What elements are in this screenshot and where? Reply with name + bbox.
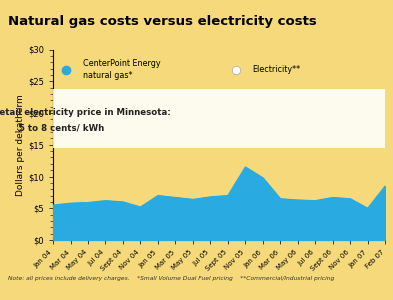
Text: CenterPoint Energy
natural gas*: CenterPoint Energy natural gas* [83, 59, 161, 80]
Text: Note: all prices include delivery charges.    *Small Volume Dual Fuel pricing   : Note: all prices include delivery charge… [8, 276, 334, 281]
Text: Electricity**: Electricity** [252, 65, 300, 74]
Text: 5 to 8 cents/ kWh: 5 to 8 cents/ kWh [19, 123, 105, 132]
Text: Natural gas costs versus electricity costs: Natural gas costs versus electricity cos… [8, 15, 317, 28]
Text: Average retail electricity price in Minnesota:: Average retail electricity price in Minn… [0, 107, 171, 116]
Y-axis label: Dollars per dekatherm: Dollars per dekatherm [16, 94, 25, 196]
Bar [53, 89, 385, 148]
